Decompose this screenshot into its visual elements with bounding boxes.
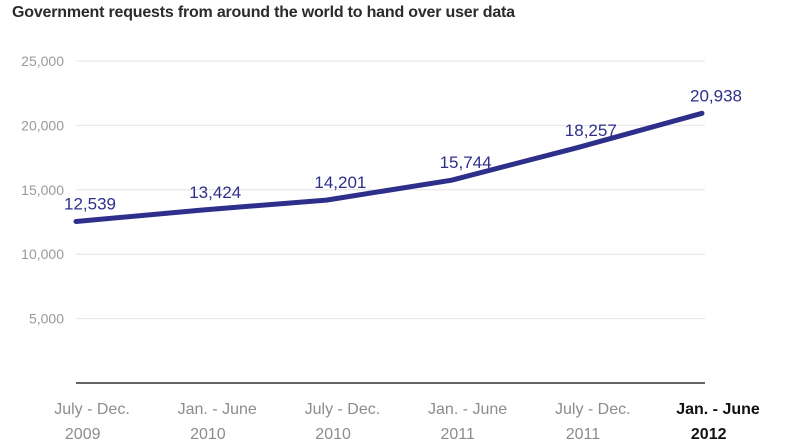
x-tick-label-year: 2012	[691, 426, 727, 443]
data-label: 20,938	[690, 86, 742, 105]
x-tick-label-year: 2011	[441, 426, 476, 443]
x-tick-label-year: 2010	[190, 426, 226, 443]
y-tick-label: 25,000	[21, 53, 64, 69]
data-label: 14,201	[314, 173, 366, 192]
x-tick-label: Jan. - June	[428, 401, 507, 418]
data-label: 12,539	[64, 194, 116, 213]
chart-title: Government requests from around the worl…	[12, 4, 515, 21]
y-tick-label: 20,000	[21, 117, 64, 133]
x-tick-label: Jan. - June	[676, 401, 760, 418]
x-tick-label: July - Dec.	[305, 401, 381, 418]
x-tick-label: July - Dec.	[54, 401, 130, 418]
y-tick-label: 10,000	[21, 246, 64, 262]
x-tick-label-year: 2009	[65, 426, 101, 443]
x-tick-label: July - Dec.	[555, 401, 631, 418]
x-axis-tick-labels: July - Dec. 2009 Jan. - June 2010 July - Dec…	[54, 401, 760, 443]
y-tick-label: 15,000	[21, 182, 64, 198]
x-tick-label: Jan. - June	[178, 401, 257, 418]
data-label: 15,744	[440, 153, 492, 172]
x-tick-label-year: 2011	[566, 426, 601, 443]
series-layer	[73, 110, 705, 224]
y-tick-label: 5,000	[29, 311, 64, 327]
x-tick-label-year: 2010	[315, 426, 351, 443]
y-axis-tick-labels: 5,000 10,000 15,000 20,000 25,000	[21, 53, 64, 327]
data-label: 18,257	[565, 121, 617, 140]
data-label: 13,424	[189, 183, 241, 202]
series-line	[73, 110, 705, 224]
data-labels: 12,539 13,424 14,201 15,744 18,257 20,938	[64, 86, 742, 213]
